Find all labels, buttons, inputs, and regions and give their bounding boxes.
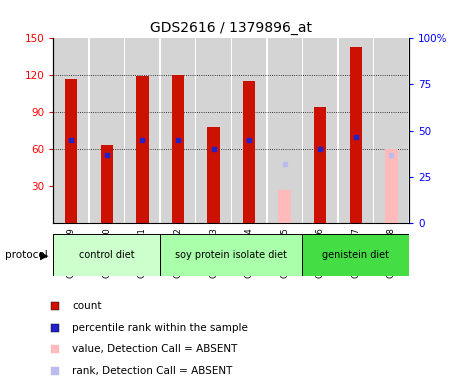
Text: rank, Detection Call = ABSENT: rank, Detection Call = ABSENT xyxy=(72,366,232,376)
Text: genistein diet: genistein diet xyxy=(322,250,389,260)
Bar xyxy=(65,79,78,223)
Title: GDS2616 / 1379896_at: GDS2616 / 1379896_at xyxy=(150,21,312,35)
Text: soy protein isolate diet: soy protein isolate diet xyxy=(175,250,287,260)
Bar xyxy=(279,190,291,223)
Bar xyxy=(350,47,362,223)
Bar xyxy=(339,38,373,223)
Bar xyxy=(54,38,88,223)
Text: protocol: protocol xyxy=(5,250,47,260)
Text: value, Detection Call = ABSENT: value, Detection Call = ABSENT xyxy=(72,344,238,354)
Bar xyxy=(314,107,326,223)
Bar xyxy=(197,38,231,223)
Bar xyxy=(243,81,255,223)
Bar xyxy=(385,149,398,223)
Bar xyxy=(207,127,220,223)
Bar xyxy=(161,38,195,223)
Text: ▶: ▶ xyxy=(40,250,48,260)
Bar xyxy=(100,145,113,223)
Bar xyxy=(90,38,124,223)
Bar xyxy=(160,234,303,276)
Bar xyxy=(374,38,408,223)
Bar xyxy=(53,234,160,276)
Bar xyxy=(232,38,266,223)
Bar xyxy=(172,75,184,223)
Bar xyxy=(268,38,302,223)
Bar xyxy=(303,38,337,223)
Bar xyxy=(136,76,149,223)
Text: control diet: control diet xyxy=(79,250,135,260)
Bar xyxy=(303,234,409,276)
Bar xyxy=(126,38,159,223)
Text: count: count xyxy=(72,301,102,311)
Text: percentile rank within the sample: percentile rank within the sample xyxy=(72,323,248,333)
